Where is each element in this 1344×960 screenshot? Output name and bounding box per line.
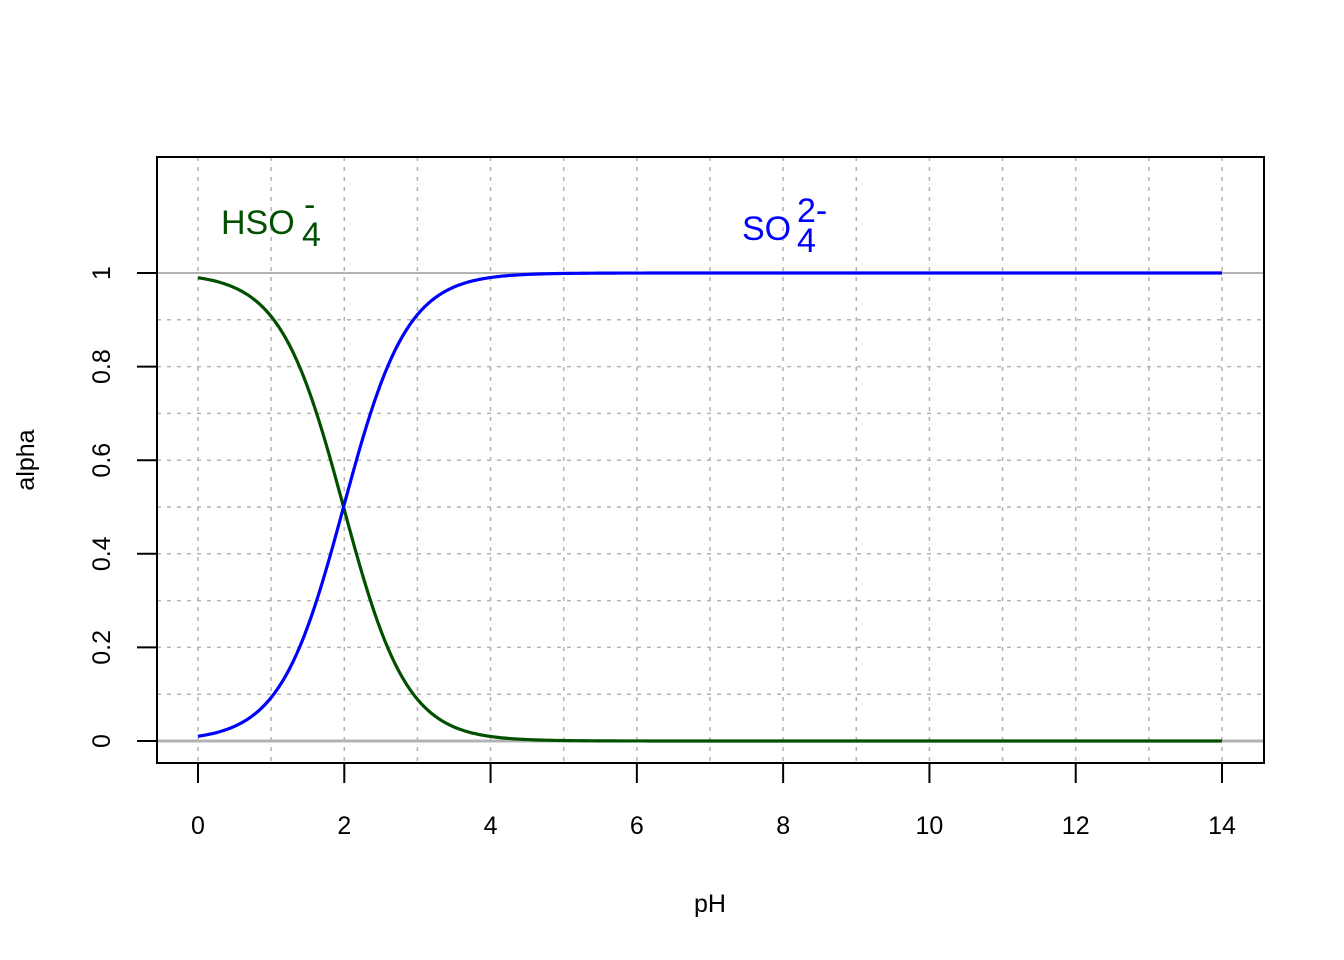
x-axis-title: pH	[694, 890, 726, 918]
y-tick-label: 1	[88, 266, 116, 280]
svg-text:SO: SO	[742, 210, 791, 248]
y-tick-label: 0.4	[88, 536, 116, 571]
series-line-1	[197, 271, 1222, 738]
grid-lines	[157, 157, 1264, 763]
x-tick-label: 10	[916, 812, 944, 840]
x-tick-label: 6	[630, 812, 644, 840]
x-tick-label: 12	[1062, 812, 1090, 840]
svg-text:2-: 2-	[797, 192, 827, 230]
svg-text:4: 4	[797, 222, 816, 260]
y-axis: 0 0.2 0.4 0.6 0.8 1	[88, 266, 157, 748]
x-tick-label: 4	[484, 812, 498, 840]
x-tick-label: 14	[1208, 812, 1236, 840]
x-tick-label: 2	[337, 812, 351, 840]
y-tick-label: 0.8	[88, 349, 116, 384]
svg-text:4: 4	[302, 216, 321, 254]
label-so4: SO 2- 4	[742, 192, 827, 260]
svg-text:-: -	[304, 186, 315, 224]
data-curves	[197, 271, 1222, 743]
y-axis-title: alpha	[12, 429, 40, 490]
series-line-0	[197, 276, 1222, 743]
x-tick-label: 0	[191, 812, 205, 840]
label-hso4: HSO - 4	[221, 186, 321, 254]
x-tick-label: 8	[776, 812, 790, 840]
x-axis: 0 2 4 6 8 10 12 14	[191, 763, 1236, 840]
svg-text:HSO: HSO	[221, 204, 295, 242]
y-tick-label: 0.6	[88, 443, 116, 478]
y-tick-label: 0.2	[88, 630, 116, 665]
y-tick-label: 0	[88, 734, 116, 748]
